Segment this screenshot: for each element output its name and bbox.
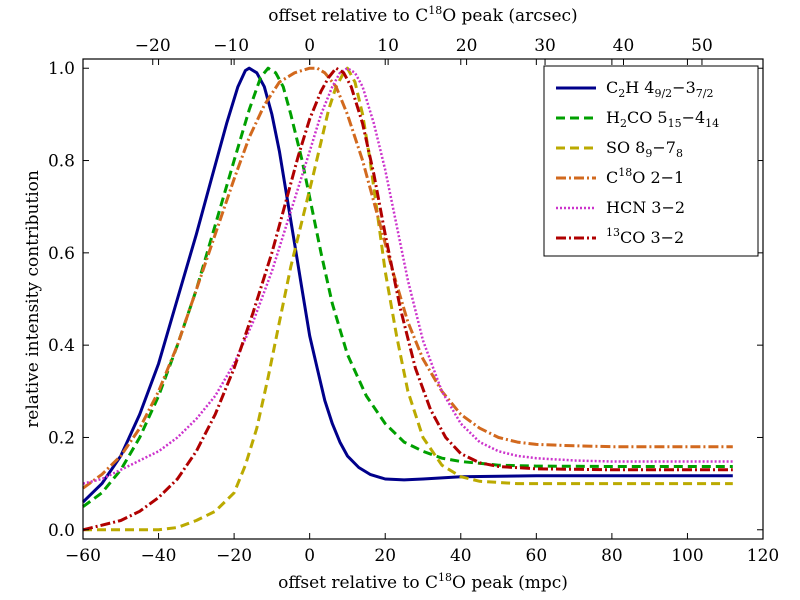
y-axis-label: relative intensity contribution bbox=[23, 170, 43, 428]
y-tick-label: 0.0 bbox=[48, 521, 75, 541]
series-line-5 bbox=[82, 66, 733, 532]
legend: C2H 49/2−37/2 H2CO 515−414 SO 89−78 C18O 2−… bbox=[543, 65, 759, 257]
top-tick-label: 40 bbox=[613, 36, 635, 56]
x-tick-label: −60 bbox=[65, 546, 101, 566]
top-tick-label: −20 bbox=[135, 36, 171, 56]
legend-label-4: HCN 3−2 bbox=[606, 198, 685, 217]
y-tick-label: 0.8 bbox=[48, 152, 75, 172]
y-tick-label: 0.4 bbox=[48, 336, 75, 356]
top-tick-label: 10 bbox=[377, 36, 399, 56]
series-line-4 bbox=[82, 66, 733, 485]
y-tick-label: 0.2 bbox=[48, 428, 75, 448]
plot-frame bbox=[82, 58, 764, 540]
series-line-0 bbox=[81, 66, 733, 504]
x-tick-label: 120 bbox=[747, 546, 779, 566]
x-tick-label: 100 bbox=[671, 546, 703, 566]
legend-label-3: C18O 2−1 bbox=[606, 166, 684, 187]
x-tick-label: 40 bbox=[450, 546, 472, 566]
series-line-1 bbox=[82, 66, 733, 508]
x-tick-label: −20 bbox=[216, 546, 252, 566]
legend-label-2: SO 89−78 bbox=[606, 138, 683, 160]
top-x-axis-label: offset relative to C18O peak (arcsec) bbox=[268, 4, 577, 26]
x-tick-label: 60 bbox=[526, 546, 548, 566]
top-tick-label: 0 bbox=[304, 36, 315, 56]
top-tick-label: 50 bbox=[691, 36, 713, 56]
legend-label-5: 13CO 3−2 bbox=[606, 226, 684, 247]
y-tick-label: 1.0 bbox=[48, 59, 75, 79]
x-tick-label: 80 bbox=[601, 546, 623, 566]
x-tick-label: 20 bbox=[374, 546, 396, 566]
x-axis-label: offset relative to C18O peak (mpc) bbox=[278, 571, 568, 593]
top-tick-label: −10 bbox=[213, 36, 249, 56]
top-tick-label: 30 bbox=[534, 36, 556, 56]
series-line-3 bbox=[82, 66, 733, 490]
legend-label-1: H2CO 515−414 bbox=[606, 108, 719, 130]
top-tick-label: 20 bbox=[456, 36, 478, 56]
x-tick-label: 0 bbox=[304, 546, 315, 566]
series-layer bbox=[81, 66, 733, 532]
legend-label-0: C2H 49/2−37/2 bbox=[606, 78, 713, 100]
y-tick-label: 0.6 bbox=[48, 244, 75, 264]
x-tick-label: −40 bbox=[141, 546, 177, 566]
ticks-layer: −60 −40 −20 0 20 40 60 80 100 1200.00.20.40.60.81… bbox=[48, 36, 779, 566]
legend-box bbox=[543, 65, 759, 257]
